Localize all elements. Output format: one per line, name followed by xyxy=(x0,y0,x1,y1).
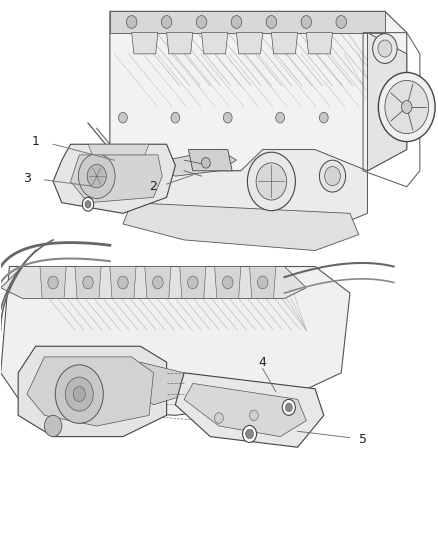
Polygon shape xyxy=(18,346,166,437)
Circle shape xyxy=(402,101,412,114)
Polygon shape xyxy=(1,245,437,259)
Circle shape xyxy=(378,72,435,142)
Polygon shape xyxy=(184,383,306,437)
Circle shape xyxy=(319,112,328,123)
Polygon shape xyxy=(306,33,332,54)
Circle shape xyxy=(201,158,210,168)
Circle shape xyxy=(373,34,397,63)
Circle shape xyxy=(187,276,198,289)
Circle shape xyxy=(152,276,163,289)
Circle shape xyxy=(246,429,254,439)
Circle shape xyxy=(119,112,127,123)
Text: 2: 2 xyxy=(149,180,157,193)
Polygon shape xyxy=(188,150,232,171)
Polygon shape xyxy=(110,11,385,33)
Polygon shape xyxy=(175,373,324,447)
Polygon shape xyxy=(110,266,136,298)
Circle shape xyxy=(65,377,93,411)
Text: 4: 4 xyxy=(259,356,267,369)
Polygon shape xyxy=(1,266,350,415)
Polygon shape xyxy=(123,203,359,251)
Circle shape xyxy=(256,163,287,200)
Circle shape xyxy=(325,166,340,185)
Circle shape xyxy=(118,276,128,289)
Polygon shape xyxy=(132,33,158,54)
Circle shape xyxy=(266,15,277,28)
Polygon shape xyxy=(237,33,263,54)
Circle shape xyxy=(385,80,428,134)
Circle shape xyxy=(223,276,233,289)
Polygon shape xyxy=(110,150,367,235)
Text: 5: 5 xyxy=(359,433,367,446)
Circle shape xyxy=(85,200,91,208)
Circle shape xyxy=(301,15,311,28)
Circle shape xyxy=(378,40,392,57)
Circle shape xyxy=(283,399,295,415)
Circle shape xyxy=(276,112,285,123)
Polygon shape xyxy=(132,362,188,405)
Polygon shape xyxy=(215,266,241,298)
Circle shape xyxy=(336,15,346,28)
Polygon shape xyxy=(180,266,206,298)
Polygon shape xyxy=(162,150,237,176)
Polygon shape xyxy=(75,266,101,298)
Circle shape xyxy=(55,365,103,423)
Circle shape xyxy=(127,15,137,28)
Polygon shape xyxy=(250,266,276,298)
Polygon shape xyxy=(1,266,306,298)
Circle shape xyxy=(250,410,258,421)
Circle shape xyxy=(215,413,223,423)
Circle shape xyxy=(286,403,292,411)
Polygon shape xyxy=(272,33,297,54)
Circle shape xyxy=(319,160,346,192)
Circle shape xyxy=(171,112,180,123)
Circle shape xyxy=(196,15,207,28)
Polygon shape xyxy=(166,33,193,54)
Polygon shape xyxy=(110,11,407,171)
Circle shape xyxy=(78,154,115,198)
Polygon shape xyxy=(145,266,171,298)
Polygon shape xyxy=(53,144,175,213)
Polygon shape xyxy=(367,33,407,171)
Circle shape xyxy=(161,15,172,28)
Polygon shape xyxy=(40,266,66,298)
Circle shape xyxy=(82,197,94,211)
Circle shape xyxy=(83,276,93,289)
Polygon shape xyxy=(27,357,153,426)
Circle shape xyxy=(247,152,295,211)
Polygon shape xyxy=(71,155,162,203)
Circle shape xyxy=(231,15,242,28)
Circle shape xyxy=(44,415,62,437)
Circle shape xyxy=(73,386,85,401)
Polygon shape xyxy=(88,144,149,155)
Circle shape xyxy=(87,165,106,188)
Circle shape xyxy=(243,425,257,442)
Polygon shape xyxy=(201,33,228,54)
Text: 3: 3 xyxy=(23,172,31,185)
Text: 1: 1 xyxy=(32,135,39,148)
Circle shape xyxy=(48,276,58,289)
Circle shape xyxy=(223,112,232,123)
Circle shape xyxy=(258,276,268,289)
